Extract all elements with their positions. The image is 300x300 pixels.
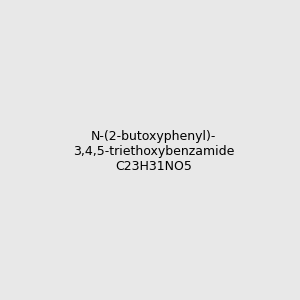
Text: N-(2-butoxyphenyl)-
3,4,5-triethoxybenzamide
C23H31NO5: N-(2-butoxyphenyl)- 3,4,5-triethoxybenza… [73, 130, 234, 173]
